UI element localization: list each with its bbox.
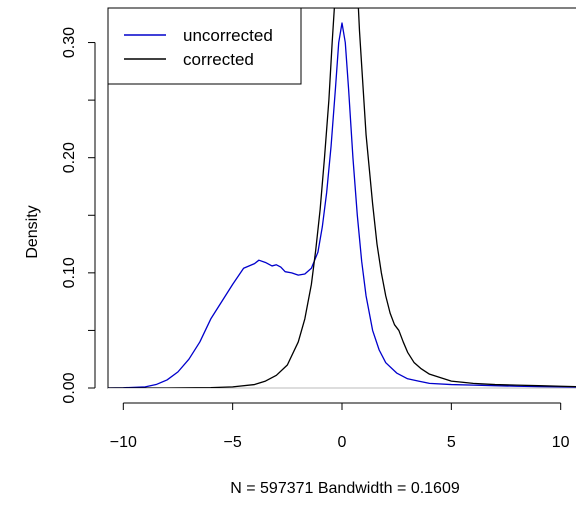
x-tick-label: 0: [338, 434, 347, 451]
y-axis: 0.00 0.10 0.20 0.30: [61, 27, 96, 404]
x-tick-label: 10: [552, 434, 570, 451]
legend-label-corrected: corrected: [183, 50, 254, 69]
x-tick-label: 5: [447, 434, 456, 451]
x-tick-label: −10: [110, 434, 137, 451]
y-tick-label: 0.30: [61, 27, 78, 58]
legend-box: [107, 7, 302, 85]
y-axis-title: Density: [24, 205, 41, 258]
y-tick-label: 0.00: [61, 372, 78, 403]
series-line-uncorrected: [108, 22, 576, 388]
series-line-corrected: [108, 8, 576, 388]
series-layer: [108, 8, 576, 388]
legend-label-uncorrected: uncorrected: [183, 26, 273, 45]
legend: uncorrected corrected: [107, 7, 302, 85]
x-axis-title: N = 597371 Bandwidth = 0.1609: [230, 480, 460, 497]
x-axis: −10 −5 0 5 10: [110, 402, 570, 451]
y-tick-label: 0.10: [61, 257, 78, 288]
y-tick-label: 0.20: [61, 142, 78, 173]
x-tick-label: −5: [224, 434, 242, 451]
